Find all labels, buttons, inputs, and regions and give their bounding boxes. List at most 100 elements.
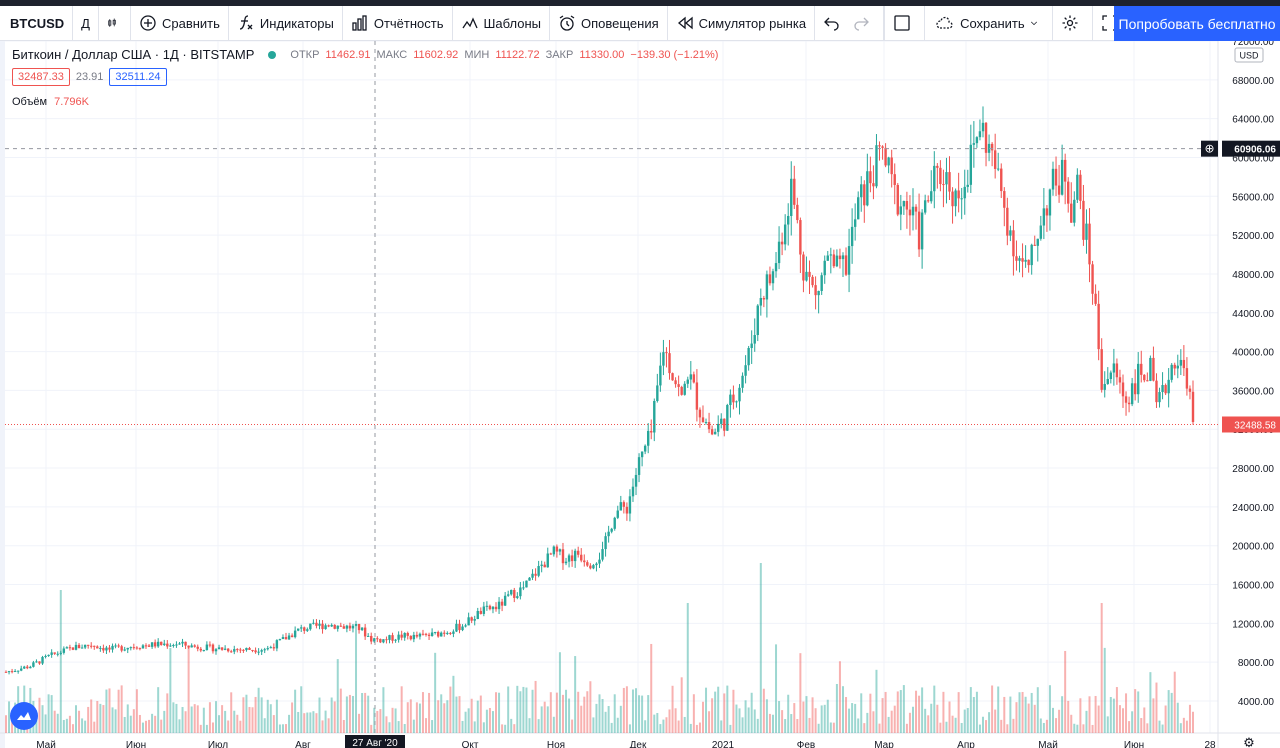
- volume-bar: [534, 680, 537, 733]
- candle-body: [1097, 303, 1100, 350]
- redo-icon[interactable]: [852, 14, 870, 32]
- candle-body: [1021, 258, 1024, 262]
- candle-body: [732, 394, 735, 403]
- crosshair-price-tag: [1222, 140, 1280, 157]
- candle-body: [1015, 256, 1018, 261]
- volume-bar: [300, 686, 303, 733]
- replay-button[interactable]: Симулятор рынка: [668, 6, 816, 40]
- price-tick-label: 52000.00: [1232, 231, 1274, 242]
- candle-body: [993, 150, 997, 169]
- volume-bar: [978, 724, 981, 733]
- volume-bar: [78, 710, 81, 733]
- symbol-title[interactable]: Биткоин / Доллар США · 1Д · BITSTAMP: [12, 47, 255, 62]
- volume-bar: [802, 701, 805, 733]
- candle-body: [421, 633, 425, 635]
- save-button[interactable]: Сохранить: [925, 6, 1053, 40]
- candle-body: [1009, 230, 1012, 236]
- volume-bar: [1112, 698, 1115, 733]
- candle-body: [415, 634, 419, 637]
- candle-body: [284, 637, 288, 640]
- volume-bar: [939, 722, 942, 733]
- volume-bar: [488, 707, 491, 733]
- candle-body: [56, 653, 59, 655]
- candle-body: [461, 626, 464, 631]
- volume-bar: [598, 694, 601, 733]
- candle-body: [1094, 293, 1097, 304]
- candle-body: [592, 565, 595, 569]
- volume-bar: [309, 712, 312, 733]
- undo-icon[interactable]: [823, 14, 841, 32]
- volume-bar: [178, 719, 181, 733]
- buy-price[interactable]: 32511.24: [109, 68, 167, 86]
- candle-body: [50, 652, 53, 655]
- volume-bar: [717, 686, 720, 733]
- candle-body: [278, 639, 282, 641]
- volume-bar: [50, 695, 53, 733]
- candle-body: [251, 649, 254, 651]
- volume-bar: [972, 697, 975, 733]
- volume-bar: [196, 705, 199, 733]
- price-chart[interactable]: 4000.00 8000.00 12000.00 16000.00 20000.00 24…: [0, 41, 1280, 748]
- alerts-button[interactable]: Оповещения: [550, 6, 668, 40]
- volume-bar: [714, 691, 717, 733]
- settings-button[interactable]: [1053, 6, 1093, 40]
- chart-type-button[interactable]: [99, 6, 131, 40]
- candle-body: [172, 645, 175, 647]
- volume-bar: [138, 714, 141, 733]
- volume-bar: [38, 697, 41, 733]
- volume-bar: [747, 707, 750, 733]
- volume-bar: [735, 704, 738, 733]
- candle-body: [698, 409, 702, 418]
- volume-bar: [793, 703, 796, 733]
- candle-body: [248, 647, 251, 650]
- candle-body: [321, 623, 324, 630]
- volume-bar: [975, 691, 978, 733]
- candle-body: [1118, 377, 1122, 383]
- volume-bar: [674, 708, 677, 733]
- candle-body: [1073, 199, 1076, 223]
- change-value: −139.30 (−1.21%): [630, 48, 719, 61]
- sell-price[interactable]: 32487.33: [12, 68, 70, 86]
- candle-body: [497, 601, 501, 610]
- volume-bar: [239, 720, 242, 733]
- volume-bar: [96, 700, 99, 733]
- symbol-search[interactable]: BTCUSD: [0, 6, 74, 40]
- compare-button[interactable]: Сравнить: [131, 6, 229, 40]
- candle-body: [610, 528, 613, 532]
- candle-body: [494, 606, 498, 610]
- volume-bars: [5, 563, 1194, 733]
- indicators-button[interactable]: Индикаторы: [229, 6, 343, 40]
- interval-button[interactable]: Д: [73, 6, 99, 40]
- templates-button[interactable]: Шаблоны: [453, 6, 550, 40]
- candle-body: [242, 649, 245, 651]
- candle-body: [622, 502, 626, 507]
- volume-bar: [123, 716, 126, 733]
- candle-body: [905, 201, 909, 210]
- candle-body: [1115, 363, 1119, 378]
- layout-button[interactable]: [884, 6, 926, 40]
- volume-bar: [708, 711, 711, 733]
- volume-bar: [826, 699, 829, 733]
- volume-bar: [966, 708, 969, 733]
- volume-bar: [561, 694, 564, 733]
- volume-bar: [403, 724, 406, 733]
- volume-bar: [1009, 696, 1012, 733]
- candle-body: [503, 595, 507, 606]
- time-tick-label: Мар: [874, 740, 894, 748]
- price-tick-label: 72000.00: [1232, 41, 1274, 48]
- reports-button[interactable]: Отчётность: [343, 6, 453, 40]
- bid-ask: 32487.33 23.91 32511.24: [12, 68, 167, 86]
- tradingview-logo[interactable]: [10, 702, 38, 730]
- volume-bar: [985, 720, 988, 733]
- volume-bar: [135, 689, 138, 733]
- candle-body: [111, 645, 114, 650]
- candle-body: [923, 200, 927, 213]
- try-free-button[interactable]: Попробовать бесплатно: [1114, 6, 1280, 41]
- candle-body: [1155, 380, 1158, 403]
- candle-body: [184, 641, 187, 646]
- volume-bar: [358, 713, 361, 733]
- candle-body: [692, 374, 696, 383]
- volume-bar: [93, 721, 96, 733]
- volume-bar: [686, 603, 689, 733]
- volume-bar: [336, 659, 339, 733]
